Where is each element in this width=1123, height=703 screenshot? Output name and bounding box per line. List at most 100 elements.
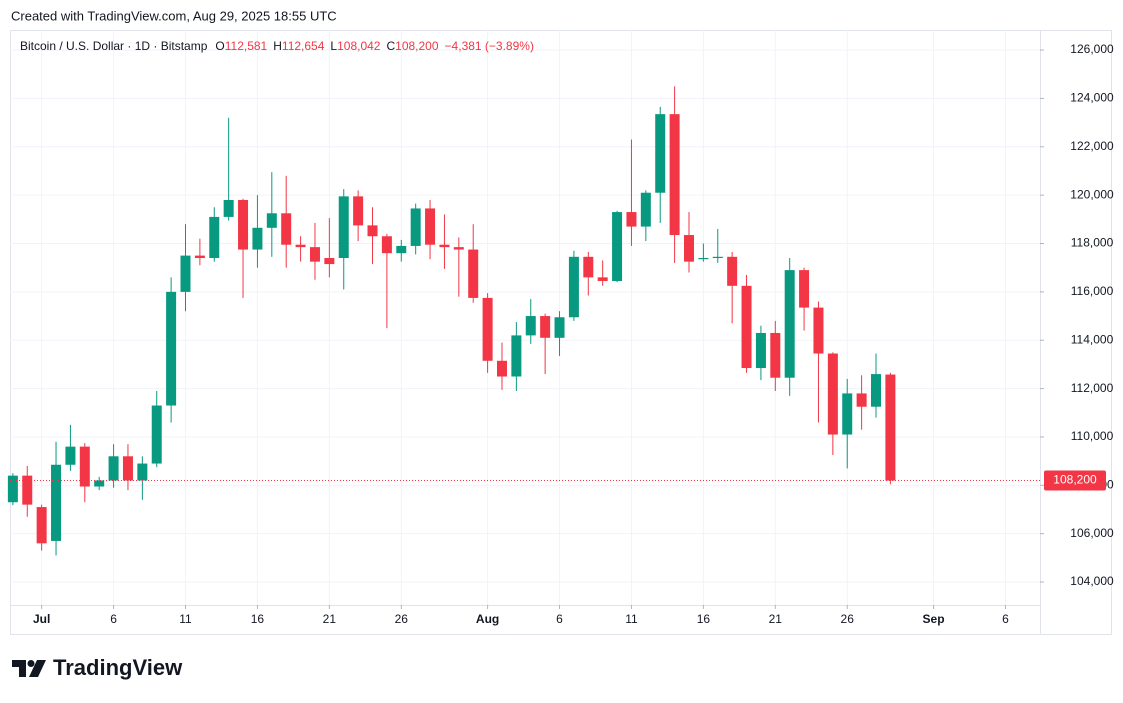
candle-body [799,270,810,308]
candle-body [309,247,320,262]
chart-frame [10,30,1112,635]
candle-body [266,213,277,228]
legend-value: 108,200 [395,39,439,53]
candle-body [727,256,738,286]
x-tick-label: 16 [697,612,711,626]
candle-body [338,196,349,259]
x-tick-label: 11 [179,612,192,626]
legend-label: L [330,39,337,53]
candle-body [295,244,306,248]
candle-body [827,353,838,435]
x-tick-label: 26 [395,612,409,626]
candle-body [166,291,177,406]
candle-body [151,405,162,464]
candle-body [540,316,551,338]
y-tick-label: 126,000 [1070,42,1114,56]
brand: TradingView [53,655,183,680]
logo-dot [27,660,35,667]
x-tick-label: 6 [110,612,117,626]
legend-label: C [386,39,395,53]
candle-body [755,332,766,369]
candle-body [122,456,133,481]
candle-body [209,216,220,259]
candle-body [655,114,666,193]
candle-body [612,212,623,281]
candle-body [367,225,378,237]
candle-body [770,332,781,378]
candle-body [353,196,364,226]
x-tick-label: 11 [625,612,638,626]
legend-value: 112,654 [282,39,325,53]
x-tick-label: 16 [251,612,265,626]
x-tick-label: 26 [841,612,855,626]
legend-value: −4,381 (−3.89%) [445,39,534,53]
candle-body [784,270,795,378]
candle-body [396,245,407,254]
x-tick-label: Aug [476,612,499,626]
y-tick-label: 118,000 [1071,236,1114,250]
candle-body [554,317,565,338]
candle-body [425,208,436,245]
candle-body [238,199,249,250]
candle-body [108,456,119,481]
candle-body [683,235,694,262]
y-tick-label: 106,000 [1070,526,1114,540]
candle-body [712,256,723,259]
legend-label: O [215,39,224,53]
chart-title: Bitcoin / U.S. Dollar · 1D · Bitstamp O11… [20,39,534,53]
y-tick-label: 124,000 [1070,91,1114,105]
candle-body [252,227,263,250]
y-tick-label: 120,000 [1070,187,1114,201]
candle-body [583,256,594,278]
candle-body [381,236,392,254]
logo-mark [29,660,46,677]
legend-value: 112,581 [225,39,268,53]
candle-body [568,256,579,318]
y-tick-label: 110,000 [1071,429,1114,443]
logo-mark [12,660,26,677]
candle-body [79,446,90,487]
candle-body [194,255,205,259]
candles [7,86,896,556]
candle-body [871,374,882,407]
candle-body [468,249,479,298]
x-tick-label: 6 [1002,612,1009,626]
candle-body [885,374,896,481]
candle-body [22,475,33,505]
x-tick-label: Sep [923,612,945,626]
candle-body [842,393,853,435]
y-tick-label: 112,000 [1071,381,1114,395]
y-tick-label: 104,000 [1070,574,1114,588]
candle-body [7,475,18,503]
candle-body [669,114,680,236]
title-text: Bitcoin / U.S. Dollar · 1D · Bitstamp [20,39,208,53]
candle-body [525,316,536,336]
candle-body [94,480,105,487]
candle-body [856,393,867,407]
caption: Created with TradingView.com, Aug 29, 20… [11,8,337,23]
candle-body [180,255,191,292]
y-tick-label: 114,000 [1071,332,1114,346]
candle-body [626,212,637,227]
legend-label: H [273,39,282,53]
candle-body [410,208,421,246]
candle-body [137,463,148,481]
candle-body [65,446,76,465]
logo: TradingView [12,655,183,680]
candle-body [281,213,292,245]
candle-body [813,307,824,354]
x-tick-label: 6 [556,612,563,626]
last-price-badge [1044,470,1106,491]
candle-body [324,258,335,265]
candle-body [640,192,651,227]
candle-body [36,507,47,544]
x-tick-label: 21 [769,612,783,626]
x-tick-label: 21 [323,612,337,626]
candle-body [698,258,709,260]
candle-body [597,277,608,281]
candle-body [439,244,450,248]
candle-body [223,199,234,217]
candle-body [496,360,507,377]
